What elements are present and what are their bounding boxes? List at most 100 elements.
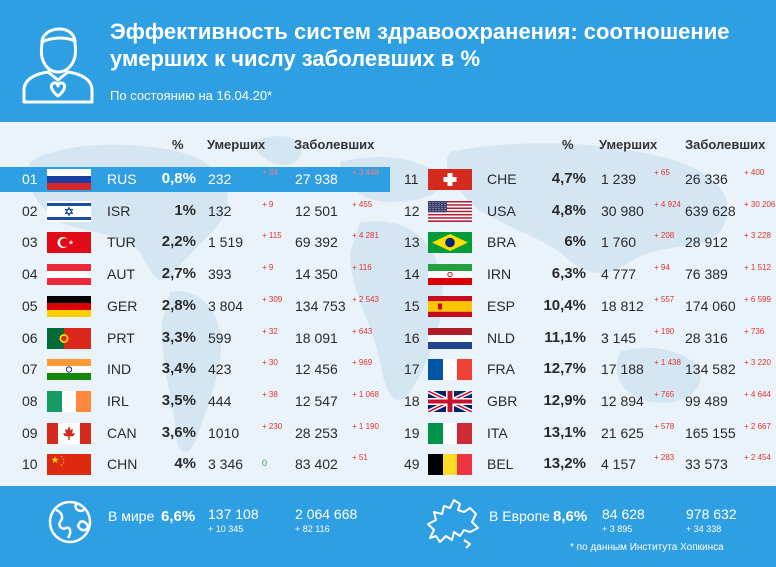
cases-value: 69 392 bbox=[295, 234, 338, 251]
europe-deaths: 84 628 bbox=[602, 506, 645, 522]
row-rank: 09 bbox=[22, 424, 38, 441]
deaths-value: 4 157 bbox=[601, 456, 637, 473]
cases-value: 14 350 bbox=[295, 266, 338, 283]
europe-pct: 8,6% bbox=[553, 508, 588, 525]
mortality-pct: 3,3% bbox=[161, 328, 196, 346]
country-code: CAN bbox=[107, 424, 137, 441]
cases-delta: + 736 bbox=[744, 326, 765, 336]
source-note: * по данным Института Хопкинса bbox=[570, 542, 724, 553]
cases-delta: + 51 bbox=[352, 453, 368, 463]
table-row: 19 ITA 13,1% 21 625 + 578 165 155 + 2 667 bbox=[392, 421, 776, 446]
row-rank: 18 bbox=[404, 392, 420, 409]
cases-value: 76 389 bbox=[685, 266, 728, 283]
row-rank: 06 bbox=[22, 329, 38, 346]
cases-value: 27 938 bbox=[295, 171, 338, 187]
row-rank: 08 bbox=[22, 392, 38, 409]
cases-value: 18 091 bbox=[295, 329, 338, 346]
country-code: ESP bbox=[487, 297, 516, 314]
deaths-value: 3 346 bbox=[208, 456, 244, 473]
page-subtitle: По состоянию на 16.04.20* bbox=[110, 88, 273, 103]
world-pct: 6,6% bbox=[161, 508, 196, 525]
deaths-delta: + 9 bbox=[262, 263, 274, 273]
row-rank: 15 bbox=[404, 297, 420, 314]
deaths-value: 3 804 bbox=[208, 297, 244, 314]
deaths-value: 1 519 bbox=[208, 234, 244, 251]
country-code: GBR bbox=[487, 392, 518, 409]
cases-delta: + 455 bbox=[352, 199, 373, 209]
table-row: 08 IRL 3,5% 444 + 38 12 547 + 1 068 bbox=[0, 389, 390, 414]
person-heart-icon bbox=[22, 27, 94, 104]
world-deaths: 137 108 bbox=[208, 506, 259, 522]
row-rank: 12 bbox=[404, 202, 420, 219]
mortality-pct: 6,3% bbox=[551, 265, 586, 283]
mortality-pct: 6% bbox=[564, 233, 586, 251]
italy-flag bbox=[428, 422, 472, 444]
cases-value: 174 060 bbox=[685, 297, 736, 314]
brazil-flag bbox=[428, 232, 472, 254]
netherlands-flag bbox=[428, 327, 472, 349]
row-rank: 13 bbox=[404, 234, 420, 251]
deaths-value: 423 bbox=[208, 361, 232, 378]
cases-value: 12 501 bbox=[295, 202, 338, 219]
deaths-delta: + 65 bbox=[654, 168, 670, 177]
column-header-deaths-right: Умерших bbox=[599, 137, 658, 152]
deaths-value: 232 bbox=[208, 171, 232, 187]
header: Эффективность систем здравоохранения: со… bbox=[0, 0, 776, 122]
cases-delta: + 4 644 bbox=[744, 389, 771, 399]
table-row: 11 CHE 4,7% 1 239 + 65 26 336 + 400 bbox=[392, 167, 776, 192]
cases-value: 165 155 bbox=[685, 424, 736, 441]
country-code: NLD bbox=[487, 329, 516, 346]
deaths-delta: + 38 bbox=[262, 389, 278, 399]
mortality-pct: 3,6% bbox=[161, 423, 196, 441]
country-code: FRA bbox=[487, 361, 515, 378]
table-row: 13 BRA 6% 1 760 + 208 28 912 + 3 228 bbox=[392, 230, 776, 255]
table-row: 05 GER 2,8% 3 804 + 309 134 753 + 2 543 bbox=[0, 294, 390, 319]
cases-delta: + 1 512 bbox=[744, 263, 771, 273]
cases-delta: + 3 228 bbox=[744, 231, 771, 241]
country-code: BEL bbox=[487, 456, 514, 473]
country-code: USA bbox=[487, 202, 516, 219]
deaths-value: 21 625 bbox=[601, 424, 644, 441]
deaths-value: 4 777 bbox=[601, 266, 637, 283]
belgium-flag bbox=[428, 454, 472, 476]
ireland-flag bbox=[47, 390, 91, 412]
deaths-delta: + 1 438 bbox=[654, 358, 681, 368]
deaths-value: 18 812 bbox=[601, 297, 644, 314]
table-row: 17 FRA 12,7% 17 188 + 1 438 134 582 + 3 220 bbox=[392, 357, 776, 382]
cases-value: 28 316 bbox=[685, 329, 728, 346]
cases-delta: + 6 599 bbox=[744, 294, 771, 304]
austria-flag bbox=[47, 264, 91, 286]
country-code: BRA bbox=[487, 234, 516, 251]
cases-delta: + 969 bbox=[352, 358, 373, 368]
deaths-delta: + 578 bbox=[654, 421, 675, 431]
mortality-pct: 3,5% bbox=[161, 391, 196, 409]
switzerland-flag bbox=[428, 169, 472, 190]
cases-value: 83 402 bbox=[295, 456, 338, 473]
row-rank: 10 bbox=[22, 456, 38, 473]
india-flag bbox=[47, 359, 91, 381]
deaths-value: 393 bbox=[208, 266, 232, 283]
row-rank: 19 bbox=[404, 424, 420, 441]
israel-flag bbox=[47, 200, 91, 222]
row-rank: 03 bbox=[22, 234, 38, 251]
cases-delta: + 3 220 bbox=[744, 358, 771, 368]
usa-flag bbox=[428, 200, 472, 222]
cases-delta: + 643 bbox=[352, 326, 373, 336]
country-code: ISR bbox=[107, 202, 131, 219]
cases-value: 33 573 bbox=[685, 456, 728, 473]
column-header-cases-right: Заболевших bbox=[685, 137, 766, 152]
germany-flag bbox=[47, 295, 91, 317]
table-row: 14 IRN 6,3% 4 777 + 94 76 389 + 1 512 bbox=[392, 262, 776, 287]
row-rank: 05 bbox=[22, 297, 38, 314]
table-area: % Умерших Заболевших % Умерших Заболевши… bbox=[0, 122, 776, 486]
cases-value: 12 547 bbox=[295, 392, 338, 409]
cases-value: 639 628 bbox=[685, 202, 736, 219]
deaths-value: 30 980 bbox=[601, 202, 644, 219]
mortality-pct: 12,9% bbox=[543, 391, 586, 409]
deaths-value: 12 894 bbox=[601, 392, 644, 409]
deaths-value: 1010 bbox=[208, 424, 240, 441]
table-row: 16 NLD 11,1% 3 145 + 190 28 316 + 736 bbox=[392, 326, 776, 351]
country-code: ITA bbox=[487, 424, 508, 441]
row-rank: 04 bbox=[22, 266, 38, 283]
table-row: 15 ESP 10,4% 18 812 + 557 174 060 + 6 599 bbox=[392, 294, 776, 319]
